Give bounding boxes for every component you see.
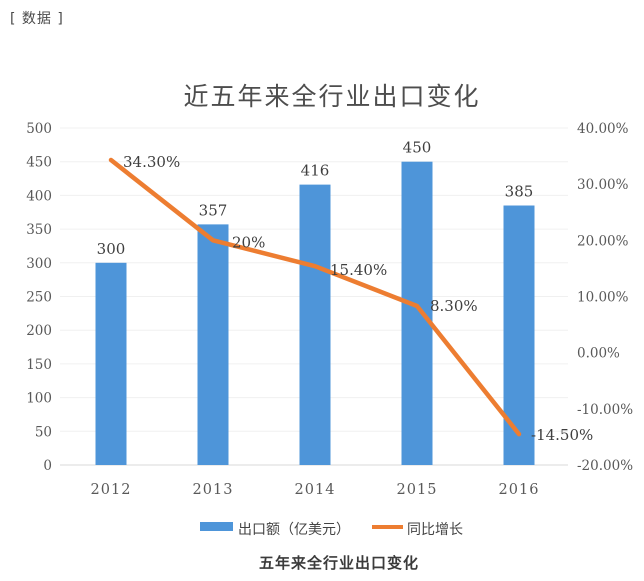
line-value-label: 8.30% [430,297,478,315]
bar-value-label: 450 [403,139,432,157]
growth-line [108,157,522,437]
line-value-label: 15.40% [330,261,387,279]
right-axis-tick: 10.00% [577,290,629,306]
left-axis-tick: 450 [26,155,52,171]
left-axis-tick: 250 [26,290,52,306]
x-axis-label: 2014 [295,482,336,498]
x-axis-label: 2012 [91,482,132,498]
line-value-label: 34.30% [123,153,180,171]
bar-value-label: 416 [301,162,330,180]
legend-line-label: 同比增长 [407,522,463,538]
right-axis-tick: 40.00% [577,121,629,137]
left-axis-tick: 400 [26,188,52,204]
line-value-label: -14.50% [531,426,593,444]
data-tag-label: [ 数据 ] [10,11,64,27]
legend-bar-swatch [200,522,233,531]
right-axis-tick: 0.00% [577,346,620,362]
left-axis-tick: 150 [26,357,52,373]
left-axis-tick: 500 [26,121,52,137]
export-bar-2012 [95,262,127,465]
export-bar-2016 [503,205,535,465]
x-axis-label: 2015 [397,482,438,498]
left-axis-tick: 50 [35,424,52,440]
left-axis-tick: 350 [26,222,52,238]
chart-title: 近五年来全行业出口变化 [183,82,480,111]
left-axis-tick: 0 [43,458,52,474]
left-axis-tick: 100 [26,391,52,407]
left-axis-tick: 200 [26,323,52,339]
x-axis-label: 2016 [499,482,540,498]
export-bar-2014 [299,184,331,465]
right-axis-tick: -10.00% [577,402,633,418]
export-change-chart: 近五年来全行业出口变化50045040035030025020015010050… [26,82,633,538]
export-bar-2013 [197,224,229,465]
left-axis-tick: 300 [26,256,52,272]
export-bar-2015 [401,161,433,465]
right-axis-tick: 30.00% [577,177,629,193]
bar-value-label: 357 [199,201,228,219]
bar-value-label: 300 [97,240,126,258]
right-axis-tick: 20.00% [577,233,629,249]
legend-bar-label: 出口额（亿美元） [238,522,350,538]
right-axis-tick: -20.00% [577,458,633,474]
bar-value-label: 385 [505,183,534,201]
x-axis-label: 2013 [193,482,234,498]
line-value-label: 20% [232,233,265,251]
chart-caption: 五年来全行业出口变化 [258,554,419,572]
